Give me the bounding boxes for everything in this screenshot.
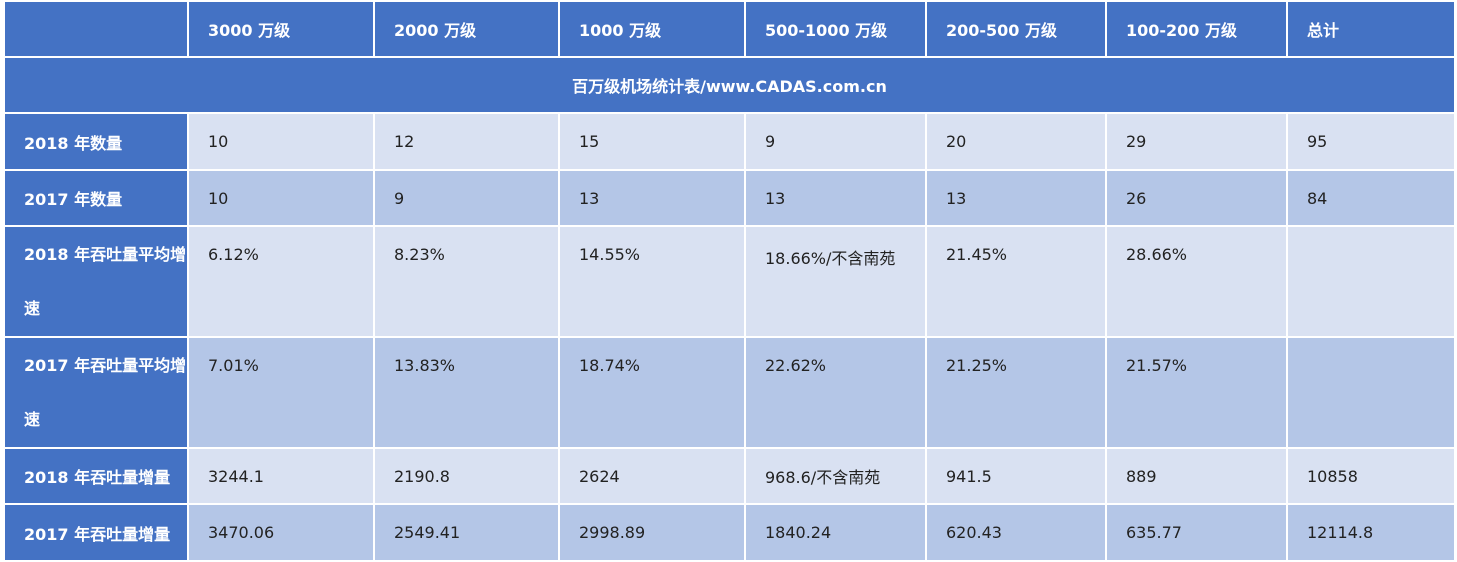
table-cell: 29 bbox=[1105, 112, 1288, 171]
row-header: 2017 年数量 bbox=[3, 169, 189, 227]
column-header-200-500w: 200-500 万级 bbox=[925, 0, 1107, 58]
table-row: 2018 年吞吐量增量 3244.1 2190.8 2624 968.6/不含南… bbox=[3, 447, 1456, 505]
table-cell: 2190.8 bbox=[373, 447, 560, 505]
column-header-100-200w: 100-200 万级 bbox=[1105, 0, 1288, 58]
table-cell bbox=[1286, 225, 1456, 338]
table-cell: 9 bbox=[373, 169, 560, 227]
row-header: 2018 年数量 bbox=[3, 112, 189, 171]
table-cell: 620.43 bbox=[925, 503, 1107, 562]
table-cell: 12 bbox=[373, 112, 560, 171]
title-row: 百万级机场统计表/www.CADAS.com.cn bbox=[3, 56, 1456, 114]
table-row: 2018 年数量 10 12 15 9 20 29 95 bbox=[3, 112, 1456, 171]
column-header-500-1000w: 500-1000 万级 bbox=[744, 0, 927, 58]
row-header: 2018 年吞吐量平均增速 bbox=[3, 225, 189, 338]
table-cell: 8.23% bbox=[373, 225, 560, 338]
table-cell: 3470.06 bbox=[187, 503, 375, 562]
table-cell: 21.25% bbox=[925, 336, 1107, 449]
table-cell: 13 bbox=[925, 169, 1107, 227]
table-cell: 14.55% bbox=[558, 225, 746, 338]
table-cell: 7.01% bbox=[187, 336, 375, 449]
table-cell: 21.45% bbox=[925, 225, 1107, 338]
table-cell: 889 bbox=[1105, 447, 1288, 505]
table-cell: 9 bbox=[744, 112, 927, 171]
column-header-row: 3000 万级 2000 万级 1000 万级 500-1000 万级 200-… bbox=[3, 0, 1456, 58]
table-cell: 18.74% bbox=[558, 336, 746, 449]
table-row: 2018 年吞吐量平均增速 6.12% 8.23% 14.55% 18.66%/… bbox=[3, 225, 1456, 338]
table-cell bbox=[1286, 336, 1456, 449]
row-header: 2017 年吞吐量平均增速 bbox=[3, 336, 189, 449]
table-cell: 968.6/不含南苑 bbox=[744, 447, 927, 505]
table-cell: 635.77 bbox=[1105, 503, 1288, 562]
column-header-1000w: 1000 万级 bbox=[558, 0, 746, 58]
table-cell: 26 bbox=[1105, 169, 1288, 227]
row-header: 2018 年吞吐量增量 bbox=[3, 447, 189, 505]
table-cell: 941.5 bbox=[925, 447, 1107, 505]
table-cell: 6.12% bbox=[187, 225, 375, 338]
table-cell: 22.62% bbox=[744, 336, 927, 449]
table-cell: 20 bbox=[925, 112, 1107, 171]
table-cell: 13 bbox=[558, 169, 746, 227]
table-cell: 10858 bbox=[1286, 447, 1456, 505]
column-header-2000w: 2000 万级 bbox=[373, 0, 560, 58]
table-cell: 84 bbox=[1286, 169, 1456, 227]
column-header-3000w: 3000 万级 bbox=[187, 0, 375, 58]
column-header-total: 总计 bbox=[1286, 0, 1456, 58]
table-cell: 21.57% bbox=[1105, 336, 1288, 449]
table-cell: 2624 bbox=[558, 447, 746, 505]
row-header: 2017 年吞吐量增量 bbox=[3, 503, 189, 562]
table-cell: 12114.8 bbox=[1286, 503, 1456, 562]
table-row: 2017 年吞吐量增量 3470.06 2549.41 2998.89 1840… bbox=[3, 503, 1456, 562]
table-cell: 28.66% bbox=[1105, 225, 1288, 338]
column-header-empty bbox=[3, 0, 189, 58]
table-cell: 2998.89 bbox=[558, 503, 746, 562]
table-cell: 15 bbox=[558, 112, 746, 171]
table-cell: 10 bbox=[187, 112, 375, 171]
table-cell: 95 bbox=[1286, 112, 1456, 171]
table-cell: 2549.41 bbox=[373, 503, 560, 562]
table-cell: 10 bbox=[187, 169, 375, 227]
airport-stats-table: 3000 万级 2000 万级 1000 万级 500-1000 万级 200-… bbox=[3, 0, 1456, 562]
table-cell: 13 bbox=[744, 169, 927, 227]
table-cell: 18.66%/不含南苑 bbox=[744, 225, 927, 338]
table-cell: 3244.1 bbox=[187, 447, 375, 505]
table-cell: 13.83% bbox=[373, 336, 560, 449]
table-row: 2017 年吞吐量平均增速 7.01% 13.83% 18.74% 22.62%… bbox=[3, 336, 1456, 449]
table-title: 百万级机场统计表/www.CADAS.com.cn bbox=[3, 56, 1456, 114]
table-cell: 1840.24 bbox=[744, 503, 927, 562]
table-row: 2017 年数量 10 9 13 13 13 26 84 bbox=[3, 169, 1456, 227]
